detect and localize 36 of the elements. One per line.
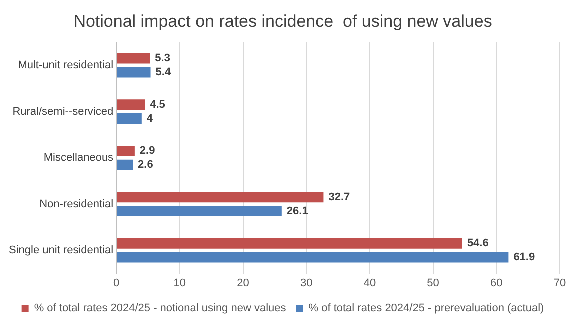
data-label: 54.6	[467, 238, 489, 250]
x-tick-label: 40	[364, 277, 376, 290]
data-label: 2.9	[140, 145, 156, 158]
x-tick-label: 0	[114, 277, 120, 290]
x-tick-label: 20	[237, 277, 250, 290]
legend-label: % of total rates 2024/25 - prerevaluation (actual)	[308, 302, 544, 315]
y-tick-label: Single unit residential	[8, 244, 114, 257]
data-label: 32.7	[328, 191, 350, 204]
bar	[117, 192, 324, 203]
bar	[117, 160, 134, 170]
bar	[117, 252, 509, 263]
bar	[117, 100, 146, 110]
y-tick-label: Miscellaneous	[44, 152, 114, 164]
data-label: 4.5	[150, 98, 166, 111]
y-tick-label: Rural/semi--serviced	[12, 106, 114, 118]
data-label: 5.4	[156, 66, 172, 79]
x-tick-label: 70	[554, 277, 566, 290]
y-tick-label: Mult-unit residential	[18, 60, 114, 72]
x-tick-label: 50	[427, 277, 440, 290]
x-tick-label: 60	[490, 277, 503, 290]
bar	[117, 67, 151, 78]
x-tick-label: 10	[174, 277, 186, 290]
data-label: 5.3	[155, 52, 170, 65]
data-label: 4	[146, 112, 154, 125]
bar	[117, 53, 150, 64]
bar	[117, 114, 142, 124]
data-label: 61.9	[514, 252, 536, 264]
chart-title: Notional impact on rates incidence of using new values	[74, 12, 492, 31]
bar	[117, 146, 135, 156]
y-tick-label: Non-residential	[40, 198, 114, 210]
x-tick-label: 30	[300, 277, 313, 290]
data-label: 26.1	[286, 205, 308, 218]
data-label: 2.6	[138, 159, 154, 172]
bar	[117, 238, 462, 249]
bar	[117, 206, 282, 217]
legend-label: % of total rates 2024/25 - notional using new values	[34, 302, 287, 315]
